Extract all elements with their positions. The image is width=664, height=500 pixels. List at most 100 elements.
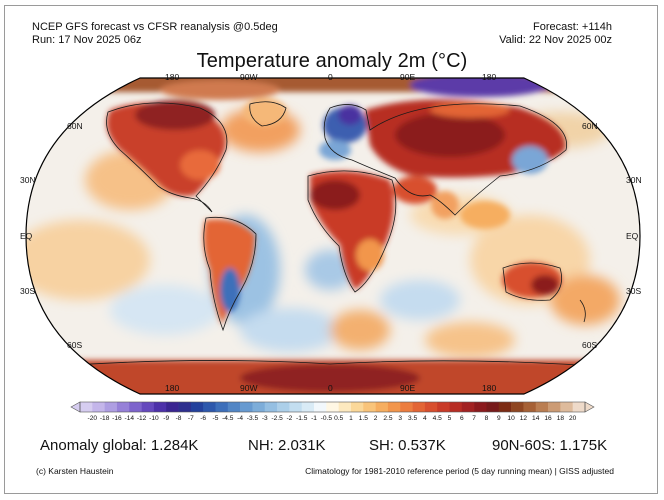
lon-label-top-90e: 90E <box>400 72 416 82</box>
colorbar-swatch <box>560 402 573 412</box>
header-left: NCEP GFS forecast vs CFSR reanalysis @0.… <box>32 21 278 47</box>
lon-label-bottom-180w: 180 <box>165 383 180 393</box>
colorbar-border <box>79 401 586 413</box>
anomaly-field <box>26 78 640 394</box>
colorbar-tick-label: 1.5 <box>359 415 368 422</box>
lat-label-right-60s: 60S <box>582 340 598 350</box>
colorbar-swatch <box>141 402 155 412</box>
colorbar-tick-label: -3 <box>262 415 268 422</box>
colorbar-swatch <box>326 402 339 412</box>
model-line: NCEP GFS forecast vs CFSR reanalysis @0.… <box>32 21 278 33</box>
lon-label-top-90w: 90W <box>240 72 258 82</box>
run-line: Run: 17 Nov 2025 06z <box>32 34 142 46</box>
colorbar-tick-label: 9 <box>497 415 501 422</box>
colorbar-swatch <box>375 402 389 412</box>
colorbar-tick-label: -18 <box>100 415 110 422</box>
colorbar-max-arrow <box>584 401 595 413</box>
colorbar-swatch <box>350 402 364 412</box>
colorbar-tick-label: 2.5 <box>383 415 392 422</box>
colorbar-swatch <box>289 402 303 412</box>
colorbar-swatch <box>400 402 413 412</box>
lon-label-bottom-90w: 90W <box>240 383 258 393</box>
colorbar-tick-label: -1.5 <box>296 415 308 422</box>
colorbar-swatch <box>387 402 401 412</box>
colorbar-tick-label: 2 <box>374 415 378 422</box>
coastlines <box>59 101 621 369</box>
lat-label-right-60n: 60N <box>582 121 598 131</box>
lon-label-bottom-90e: 90E <box>400 383 416 393</box>
colorbar-tick-label: 1 <box>349 415 353 422</box>
colorbar-tick-label: 3.5 <box>408 415 417 422</box>
forecast-line: Forecast: +114h <box>533 21 612 33</box>
lat-label-left-60n: 60N <box>67 121 83 131</box>
valid-line: Valid: 22 Nov 2025 00z <box>499 34 612 46</box>
colorbar-swatch <box>80 402 93 412</box>
colorbar-swatch <box>264 402 278 412</box>
colorbar-swatch <box>424 402 438 412</box>
stat-nh: NH: 2.031K <box>248 437 326 454</box>
stat-sh: SH: 0.537K <box>369 437 446 454</box>
colorbar-swatch <box>412 402 426 412</box>
colorbar-swatch <box>523 402 537 412</box>
colorbar-swatch <box>104 402 118 412</box>
colorbar-swatch <box>535 402 549 412</box>
colorbar-swatch <box>227 402 241 412</box>
colorbar-swatch <box>153 402 167 412</box>
lat-label-left-eq: EQ <box>20 231 33 241</box>
colorbar-tick-label: -5 <box>213 415 219 422</box>
colorbar-swatch <box>301 402 315 412</box>
map-title: Temperature anomaly 2m (°C) <box>196 50 468 72</box>
colorbar-swatch <box>116 402 130 412</box>
stat-global: Anomaly global: 1.284K <box>40 437 199 454</box>
colorbar-swatch <box>178 402 192 412</box>
colorbar-swatch <box>129 402 142 412</box>
colorbar-swatch <box>190 402 204 412</box>
colorbar-tick-label: 8 <box>485 415 489 422</box>
lat-label-right-eq: EQ <box>626 231 639 241</box>
colorbar-tick-label: -14 <box>125 415 135 422</box>
header-right: Forecast: +114h Valid: 22 Nov 2025 00z <box>499 21 612 47</box>
colorbar-tick-label: -8 <box>176 415 182 422</box>
colorbar: -20 -18 -16 -14 -12 -10 -9 -8 -7 -6 -5 -4.5 -4 -3.5 -3… <box>70 401 595 422</box>
colorbar-tick-label: 3 <box>398 415 402 422</box>
colorbar-swatch <box>474 402 487 412</box>
colorbar-tick-label: 20 <box>569 415 577 422</box>
land-anomaly-patches <box>60 78 620 394</box>
colorbar-swatch <box>511 402 524 412</box>
colorbar-swatch <box>461 402 475 412</box>
colorbar-swatch <box>486 402 500 412</box>
colorbar-tick-label: 14 <box>532 415 540 422</box>
lat-label-left-30s: 30S <box>20 286 36 296</box>
lon-label-bottom-0: 0 <box>328 383 333 393</box>
colorbar-swatch <box>252 402 266 412</box>
lat-label-left-30n: 30N <box>20 175 36 185</box>
colorbar-tick-label: -10 <box>149 415 159 422</box>
globe-border <box>25 77 641 395</box>
colorbar-swatch <box>203 402 216 412</box>
colorbar-min-arrow <box>70 401 81 413</box>
stat-band: 90N-60S: 1.175K <box>492 437 608 454</box>
colorbar-tick-label: 4.5 <box>433 415 442 422</box>
colorbar-tick-label: -2.5 <box>271 415 283 422</box>
colorbar-tick-label: -0.5 <box>321 415 333 422</box>
colorbar-tick-label: -7 <box>188 415 194 422</box>
colorbar-swatch <box>92 402 105 412</box>
colorbar-tick-label: -4 <box>237 415 243 422</box>
colorbar-tick-label: -12 <box>137 415 147 422</box>
climatology-note: Climatology for 1981-2010 reference peri… <box>305 466 614 476</box>
colorbar-swatch <box>572 402 586 412</box>
colorbar-swatch <box>363 402 376 412</box>
colorbar-tick-label: -3.5 <box>247 415 259 422</box>
colorbar-tick-label: 5 <box>448 415 452 422</box>
lat-label-right-30s: 30S <box>626 286 642 296</box>
colorbar-swatch <box>166 402 179 412</box>
colorbar-swatch <box>449 402 463 412</box>
colorbar-swatch <box>215 402 229 412</box>
colorbar-tick-label: -2 <box>286 415 292 422</box>
colorbar-tick-label: 0.5 <box>334 415 343 422</box>
colorbar-tick-label: 6 <box>460 415 464 422</box>
colorbar-swatch <box>240 402 253 412</box>
lon-label-top-0: 0 <box>328 72 333 82</box>
colorbar-tick-label: 4 <box>423 415 427 422</box>
